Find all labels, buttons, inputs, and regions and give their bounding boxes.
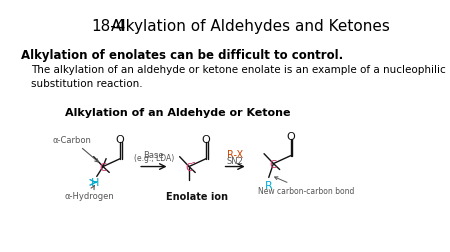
Text: Enolate ion: Enolate ion [166,192,228,201]
Text: (e.g., LDA): (e.g., LDA) [134,153,174,162]
Text: C: C [270,159,277,169]
Text: SN2: SN2 [227,156,243,165]
Text: O: O [116,134,125,144]
Text: C: C [185,162,193,172]
Text: O: O [202,134,211,144]
Text: New carbon-carbon bond: New carbon-carbon bond [258,177,355,196]
Text: Alkylation of an Aldehyde or Ketone: Alkylation of an Aldehyde or Ketone [64,108,290,118]
Text: The alkylation of an aldehyde or ketone enolate is an example of a nucleophilic
: The alkylation of an aldehyde or ketone … [31,65,446,88]
Text: Alkylation of enolates can be difficult to control.: Alkylation of enolates can be difficult … [21,49,343,62]
Text: C: C [99,162,107,172]
Text: α-Carbon: α-Carbon [52,135,99,162]
Text: H: H [91,178,99,188]
Text: α-Hydrogen: α-Hydrogen [64,186,114,200]
Text: Alkylation of Aldehydes and Ketones: Alkylation of Aldehydes and Ketones [111,19,390,34]
Text: -: - [191,156,195,166]
Text: R-X: R-X [227,149,243,159]
Text: O: O [286,131,295,141]
Text: Base: Base [144,150,164,159]
Text: 18-4: 18-4 [91,19,126,34]
Text: R: R [265,181,273,191]
